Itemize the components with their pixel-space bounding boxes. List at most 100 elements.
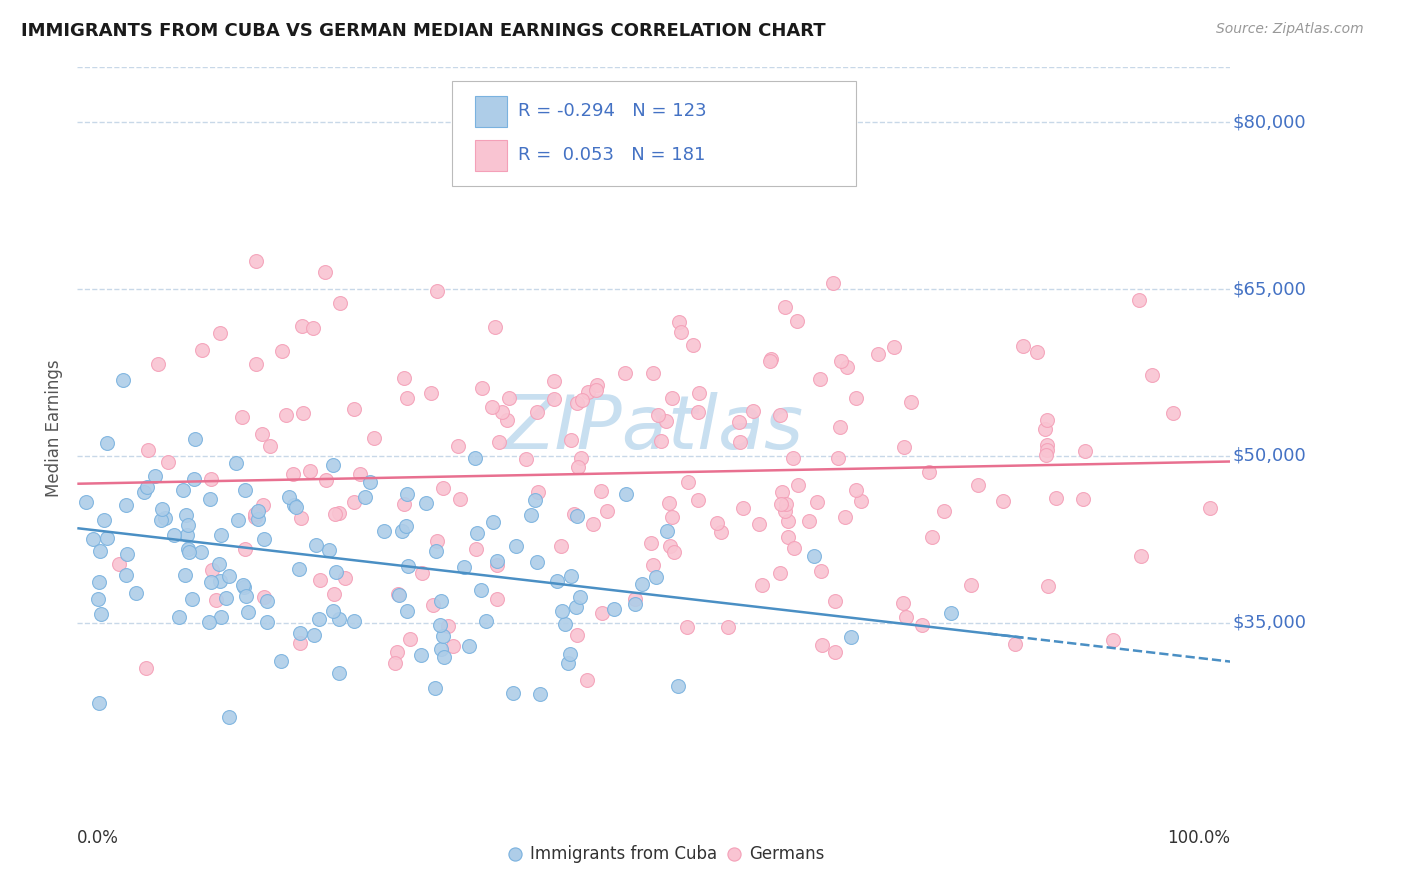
Point bbox=[1004, 637, 1026, 651]
Point bbox=[167, 610, 190, 624]
Point bbox=[82, 532, 104, 546]
Point bbox=[658, 496, 681, 510]
Point bbox=[821, 276, 844, 290]
Point bbox=[662, 545, 685, 559]
Point bbox=[458, 639, 481, 653]
Point bbox=[773, 300, 796, 314]
Point bbox=[624, 597, 647, 611]
Point bbox=[411, 566, 433, 580]
Point bbox=[769, 566, 792, 580]
Point bbox=[1163, 407, 1185, 421]
Point bbox=[323, 587, 346, 601]
Point bbox=[526, 405, 548, 419]
Point bbox=[363, 431, 385, 445]
Point bbox=[415, 496, 437, 510]
Point bbox=[567, 459, 589, 474]
Point bbox=[488, 434, 510, 449]
Text: Immigrants from Cuba: Immigrants from Cuba bbox=[530, 846, 717, 863]
Point bbox=[325, 566, 347, 580]
Point bbox=[96, 531, 118, 545]
Point bbox=[287, 562, 309, 576]
Point bbox=[603, 602, 626, 616]
Point bbox=[218, 709, 240, 723]
Text: ZIPatlas: ZIPatlas bbox=[503, 392, 804, 464]
Point bbox=[585, 384, 607, 398]
Point bbox=[676, 620, 699, 634]
Point bbox=[453, 560, 475, 574]
Point bbox=[148, 357, 170, 371]
Point bbox=[441, 639, 464, 653]
Point bbox=[184, 433, 207, 447]
Point bbox=[209, 574, 232, 589]
Point bbox=[253, 532, 276, 546]
Point bbox=[519, 508, 541, 522]
Point bbox=[1036, 438, 1059, 452]
Point bbox=[845, 483, 868, 497]
Point bbox=[569, 591, 592, 605]
Point bbox=[557, 657, 579, 671]
Point bbox=[910, 618, 932, 632]
Point bbox=[706, 516, 728, 531]
Point bbox=[894, 609, 917, 624]
Point bbox=[432, 481, 454, 495]
Text: 0.0%: 0.0% bbox=[77, 830, 120, 847]
Point bbox=[89, 544, 111, 558]
Point bbox=[256, 594, 278, 608]
Point bbox=[256, 615, 278, 630]
Point bbox=[810, 564, 832, 578]
Point bbox=[176, 528, 198, 542]
Point bbox=[419, 385, 441, 400]
Point bbox=[650, 434, 672, 449]
Point bbox=[149, 513, 172, 527]
Point bbox=[283, 498, 305, 512]
Point bbox=[1036, 413, 1059, 427]
Point bbox=[93, 513, 115, 527]
Point bbox=[1035, 448, 1057, 462]
Point bbox=[245, 507, 267, 521]
Point bbox=[1129, 549, 1152, 563]
Point bbox=[967, 478, 990, 492]
Point bbox=[866, 347, 889, 361]
FancyBboxPatch shape bbox=[453, 81, 856, 186]
Point bbox=[591, 606, 613, 620]
Text: $80,000: $80,000 bbox=[1233, 113, 1306, 131]
Point bbox=[515, 452, 537, 467]
Point bbox=[808, 372, 831, 386]
Point bbox=[285, 500, 308, 514]
Point bbox=[676, 475, 699, 489]
Point bbox=[395, 391, 418, 405]
Point bbox=[308, 612, 330, 626]
Point bbox=[209, 528, 232, 542]
Point bbox=[302, 321, 325, 335]
Point bbox=[208, 557, 231, 571]
Point bbox=[200, 574, 222, 589]
Point bbox=[322, 458, 344, 472]
Point bbox=[391, 524, 413, 538]
Point bbox=[1071, 491, 1094, 506]
Point bbox=[198, 615, 221, 629]
Point bbox=[270, 344, 292, 359]
Point bbox=[343, 494, 366, 508]
Point bbox=[496, 413, 519, 427]
Point bbox=[484, 319, 506, 334]
Point bbox=[114, 498, 136, 512]
Point bbox=[939, 606, 962, 620]
Point bbox=[751, 578, 773, 592]
Point bbox=[891, 596, 914, 610]
Point bbox=[314, 265, 336, 279]
Point bbox=[565, 628, 588, 642]
Point bbox=[576, 384, 599, 399]
Point bbox=[429, 617, 451, 632]
Point bbox=[759, 354, 782, 368]
Point bbox=[231, 410, 253, 425]
Point bbox=[830, 419, 852, 434]
Point bbox=[849, 493, 872, 508]
Point bbox=[135, 661, 157, 675]
Point bbox=[288, 626, 311, 640]
Point bbox=[447, 439, 470, 453]
Point bbox=[1026, 345, 1049, 359]
Point bbox=[183, 472, 205, 486]
Point bbox=[731, 500, 754, 515]
Point bbox=[717, 620, 740, 634]
Point bbox=[834, 510, 856, 524]
